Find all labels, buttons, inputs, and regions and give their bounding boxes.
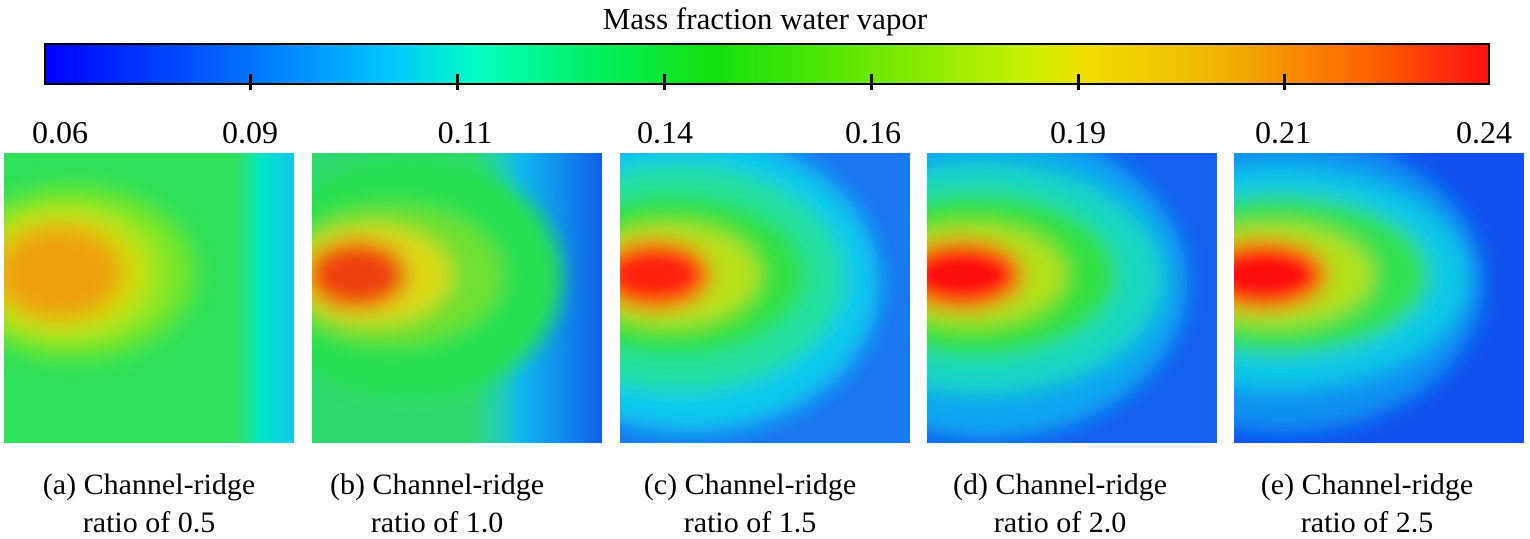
caption-d: (d) Channel-ridge ratio of 2.0 — [915, 466, 1205, 539]
colorbar-tick — [1283, 74, 1286, 90]
caption-line: (a) Channel-ridge — [42, 468, 256, 501]
caption-line: (b) Channel-ridge — [329, 468, 545, 501]
peak — [4, 225, 124, 321]
contour-panel-b — [312, 153, 602, 443]
caption-e: (e) Channel-ridge ratio of 2.5 — [1222, 466, 1512, 539]
colorbar-label: 0.06 — [32, 114, 88, 150]
caption-b: (b) Channel-ridge ratio of 1.0 — [292, 466, 582, 539]
colorbar-tick — [870, 74, 873, 90]
caption-line: ratio of 2.0 — [993, 506, 1127, 539]
contour-panel-c — [620, 153, 910, 443]
colorbar-label: 0.14 — [637, 114, 693, 150]
colorbar-tick — [663, 74, 666, 90]
colorbar-label: 0.21 — [1255, 114, 1311, 150]
colorbar-title: Mass fraction water vapor — [602, 1, 928, 36]
colorbar-tick — [1077, 74, 1080, 90]
caption-line: ratio of 1.0 — [370, 506, 504, 539]
caption-line: (e) Channel-ridge — [1260, 468, 1474, 501]
contour-panel-a — [4, 153, 294, 443]
caption-line: (c) Channel-ridge — [643, 468, 857, 501]
peak — [312, 241, 407, 309]
caption-a: (a) Channel-ridge ratio of 0.5 — [4, 466, 294, 539]
caption-line: ratio of 0.5 — [82, 506, 216, 539]
caption-line: ratio of 1.5 — [683, 506, 817, 539]
peak — [1234, 241, 1326, 309]
contour-panel-d — [927, 153, 1217, 443]
colorbar-label: 0.19 — [1050, 114, 1106, 150]
colorbar-label: 0.24 — [1456, 114, 1512, 150]
colorbar-tick — [249, 74, 252, 90]
caption-line: ratio of 2.5 — [1300, 506, 1434, 539]
colorbar-label: 0.09 — [222, 114, 278, 150]
caption-c: (c) Channel-ridge ratio of 1.5 — [605, 466, 895, 539]
colorbar-tick — [456, 74, 459, 90]
colorbar-gradient — [44, 43, 1490, 85]
peak — [927, 241, 1022, 309]
peak — [620, 241, 710, 309]
colorbar-label: 0.16 — [845, 114, 901, 150]
caption-line: (d) Channel-ridge — [952, 468, 1168, 501]
contour-panel-e — [1234, 153, 1524, 443]
colorbar-label: 0.11 — [437, 114, 493, 150]
